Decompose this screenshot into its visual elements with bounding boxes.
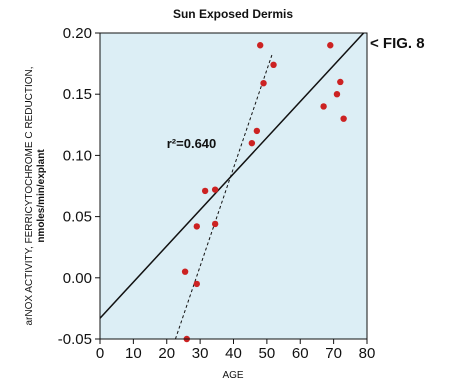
x-tick-label-0: 0 bbox=[96, 345, 104, 362]
y-axis-title-line1: arNOX ACTIVITY, FERRICYTOCHROME C REDUCT… bbox=[24, 66, 35, 325]
data-point-12 bbox=[320, 103, 327, 110]
x-tick-label-2: 20 bbox=[158, 345, 175, 362]
plot-background bbox=[100, 33, 367, 339]
steep-fit-line bbox=[174, 54, 273, 339]
y-tick-label-4: 0.15 bbox=[63, 86, 92, 103]
chart-title: Sun Exposed Dermis bbox=[173, 7, 293, 21]
data-point-13 bbox=[327, 42, 334, 49]
x-tick-label-5: 50 bbox=[259, 345, 276, 362]
data-point-7 bbox=[248, 139, 256, 147]
regression-line bbox=[100, 33, 365, 319]
x-tick-label-8: 80 bbox=[359, 345, 376, 362]
data-point-3 bbox=[193, 223, 200, 230]
data-point-16 bbox=[340, 115, 347, 122]
x-axis-title: AGE bbox=[222, 370, 243, 381]
x-tick-label-4: 40 bbox=[225, 345, 242, 362]
data-point-9 bbox=[257, 42, 264, 49]
y-tick-label-0: -0.05 bbox=[58, 331, 92, 348]
x-tick-label-7: 70 bbox=[325, 345, 342, 362]
data-point-1 bbox=[181, 268, 189, 275]
x-tick-label-3: 30 bbox=[192, 345, 209, 362]
r-squared-annotation: r²=0.640 bbox=[167, 136, 217, 151]
data-point-6 bbox=[211, 220, 219, 228]
y-axis-title-line2: nmoles/min/explant bbox=[36, 149, 47, 243]
y-tick-label-3: 0.10 bbox=[63, 147, 92, 164]
data-point-10 bbox=[260, 79, 267, 87]
y-tick-label-1: 0.00 bbox=[63, 270, 92, 287]
data-point-8 bbox=[253, 127, 261, 135]
data-point-5 bbox=[211, 186, 219, 193]
data-point-11 bbox=[270, 61, 277, 69]
data-point-2 bbox=[193, 280, 200, 288]
x-tick-label-6: 60 bbox=[292, 345, 309, 362]
data-point-15 bbox=[337, 78, 344, 86]
figure-label: < FIG. 8 bbox=[370, 35, 425, 52]
data-point-14 bbox=[333, 91, 341, 98]
y-tick-label-2: 0.05 bbox=[63, 209, 92, 226]
x-tick-label-1: 10 bbox=[125, 345, 142, 362]
y-tick-label-5: 0.20 bbox=[63, 25, 92, 42]
data-point-4 bbox=[201, 187, 209, 195]
